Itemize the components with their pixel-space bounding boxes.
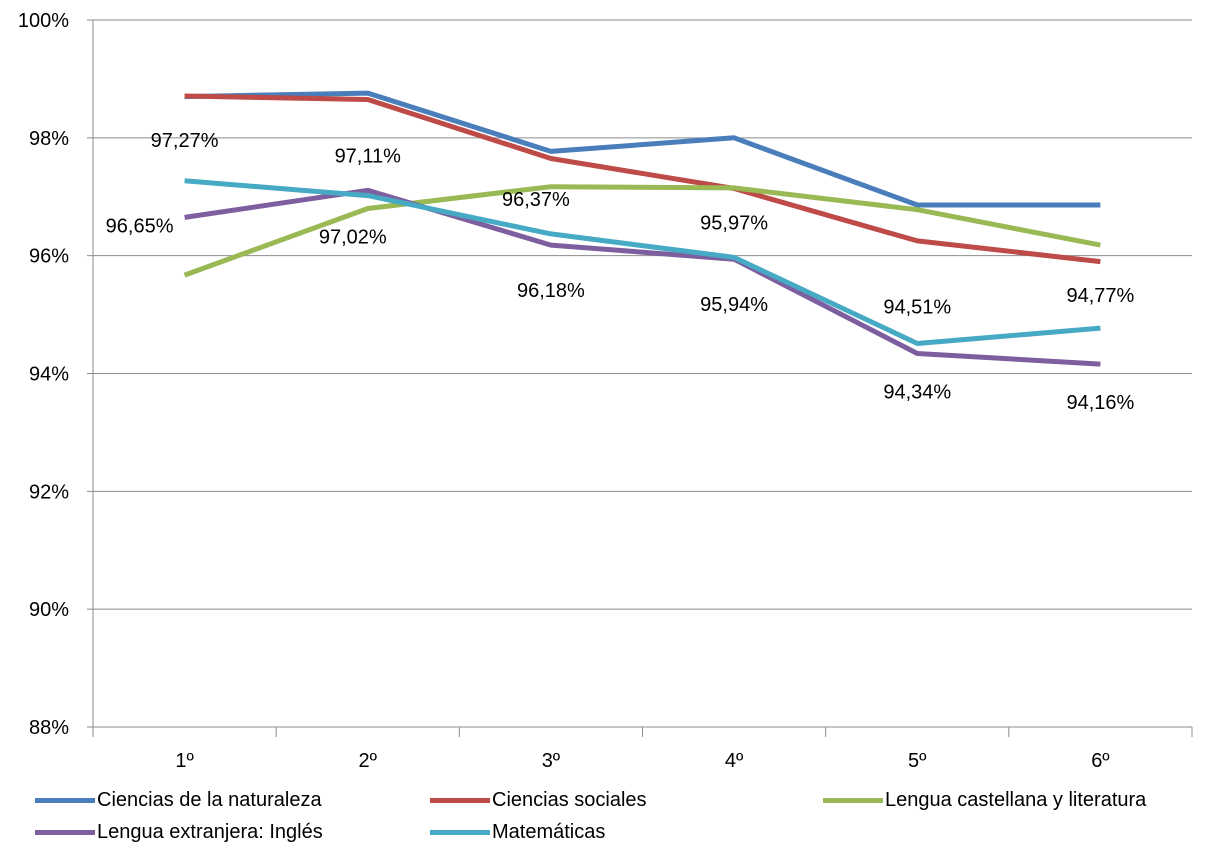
legend: Ciencias de la naturaleza Ciencias social… bbox=[0, 780, 1208, 848]
legend-swatch bbox=[823, 797, 883, 803]
x-tick-label: 4º bbox=[725, 750, 744, 772]
legend-item: Lengua castellana y literatura bbox=[823, 784, 1146, 816]
y-tick-label: 94% bbox=[29, 364, 69, 386]
data-labels: 96,65% 97,11% 96,18% 95,94% 94,34% 94,16% 97,2… bbox=[106, 130, 1135, 414]
series-line-ciencias-sociales bbox=[184, 93, 1101, 265]
data-label: 94,34% bbox=[883, 381, 951, 403]
legend-swatch bbox=[35, 797, 95, 803]
data-label: 97,02% bbox=[319, 227, 387, 249]
x-tick-labels: 1º 2º 3º 4º 5º 6º bbox=[175, 750, 1110, 772]
legend-swatch bbox=[430, 829, 490, 835]
series-line-lengua-castellana-y-literatura bbox=[183, 184, 1101, 278]
y-tick-label: 100% bbox=[18, 10, 69, 32]
legend-swatch bbox=[35, 829, 95, 835]
data-label: 95,94% bbox=[700, 294, 768, 316]
series-lines bbox=[183, 90, 1101, 367]
legend-swatch bbox=[430, 797, 490, 803]
data-label: 94,77% bbox=[1066, 285, 1134, 307]
data-label: 97,27% bbox=[151, 130, 219, 152]
legend-label: Ciencias sociales bbox=[492, 788, 647, 811]
data-label: 94,51% bbox=[883, 296, 951, 318]
legend-label: Lengua extranjera: Inglés bbox=[97, 820, 323, 843]
y-tick-label: 98% bbox=[29, 128, 69, 150]
data-label: 95,97% bbox=[700, 212, 768, 234]
axes bbox=[87, 19, 1193, 737]
series-line-ciencias-de-la-naturaleza bbox=[184, 90, 1101, 208]
y-tick-label: 90% bbox=[29, 599, 69, 621]
legend-item: Matemáticas bbox=[430, 816, 605, 848]
x-tick-label: 2º bbox=[359, 750, 378, 772]
legend-item: Ciencias sociales bbox=[430, 784, 647, 816]
line-chart: 88% 90% 92% 94% 96% 98% 100% 1º 2º 3º 4º 5º 6º 96,6… bbox=[18, 10, 1193, 772]
y-tick-label: 92% bbox=[29, 481, 69, 503]
y-tick-label: 88% bbox=[29, 717, 69, 739]
data-label: 96,37% bbox=[502, 189, 570, 211]
data-label: 96,65% bbox=[106, 215, 174, 237]
x-tick-label: 5º bbox=[908, 750, 927, 772]
data-label: 97,11% bbox=[335, 145, 402, 167]
legend-item: Lengua extranjera: Inglés bbox=[35, 816, 323, 848]
legend-label: Ciencias de la naturaleza bbox=[97, 788, 322, 811]
x-tick-label: 6º bbox=[1091, 750, 1110, 772]
y-tick-label: 96% bbox=[29, 246, 69, 268]
gridlines bbox=[93, 19, 1192, 610]
legend-label: Matemáticas bbox=[492, 820, 606, 843]
y-tick-labels: 88% 90% 92% 94% 96% 98% 100% bbox=[18, 10, 69, 739]
x-tick-label: 3º bbox=[542, 750, 561, 772]
legend-label: Lengua castellana y literatura bbox=[885, 788, 1147, 811]
legend-item: Ciencias de la naturaleza bbox=[35, 784, 322, 816]
data-label: 94,16% bbox=[1066, 392, 1134, 414]
series-line-matem-ticas bbox=[184, 178, 1101, 346]
x-tick-label: 1º bbox=[175, 750, 194, 772]
data-label: 96,18% bbox=[517, 280, 585, 302]
